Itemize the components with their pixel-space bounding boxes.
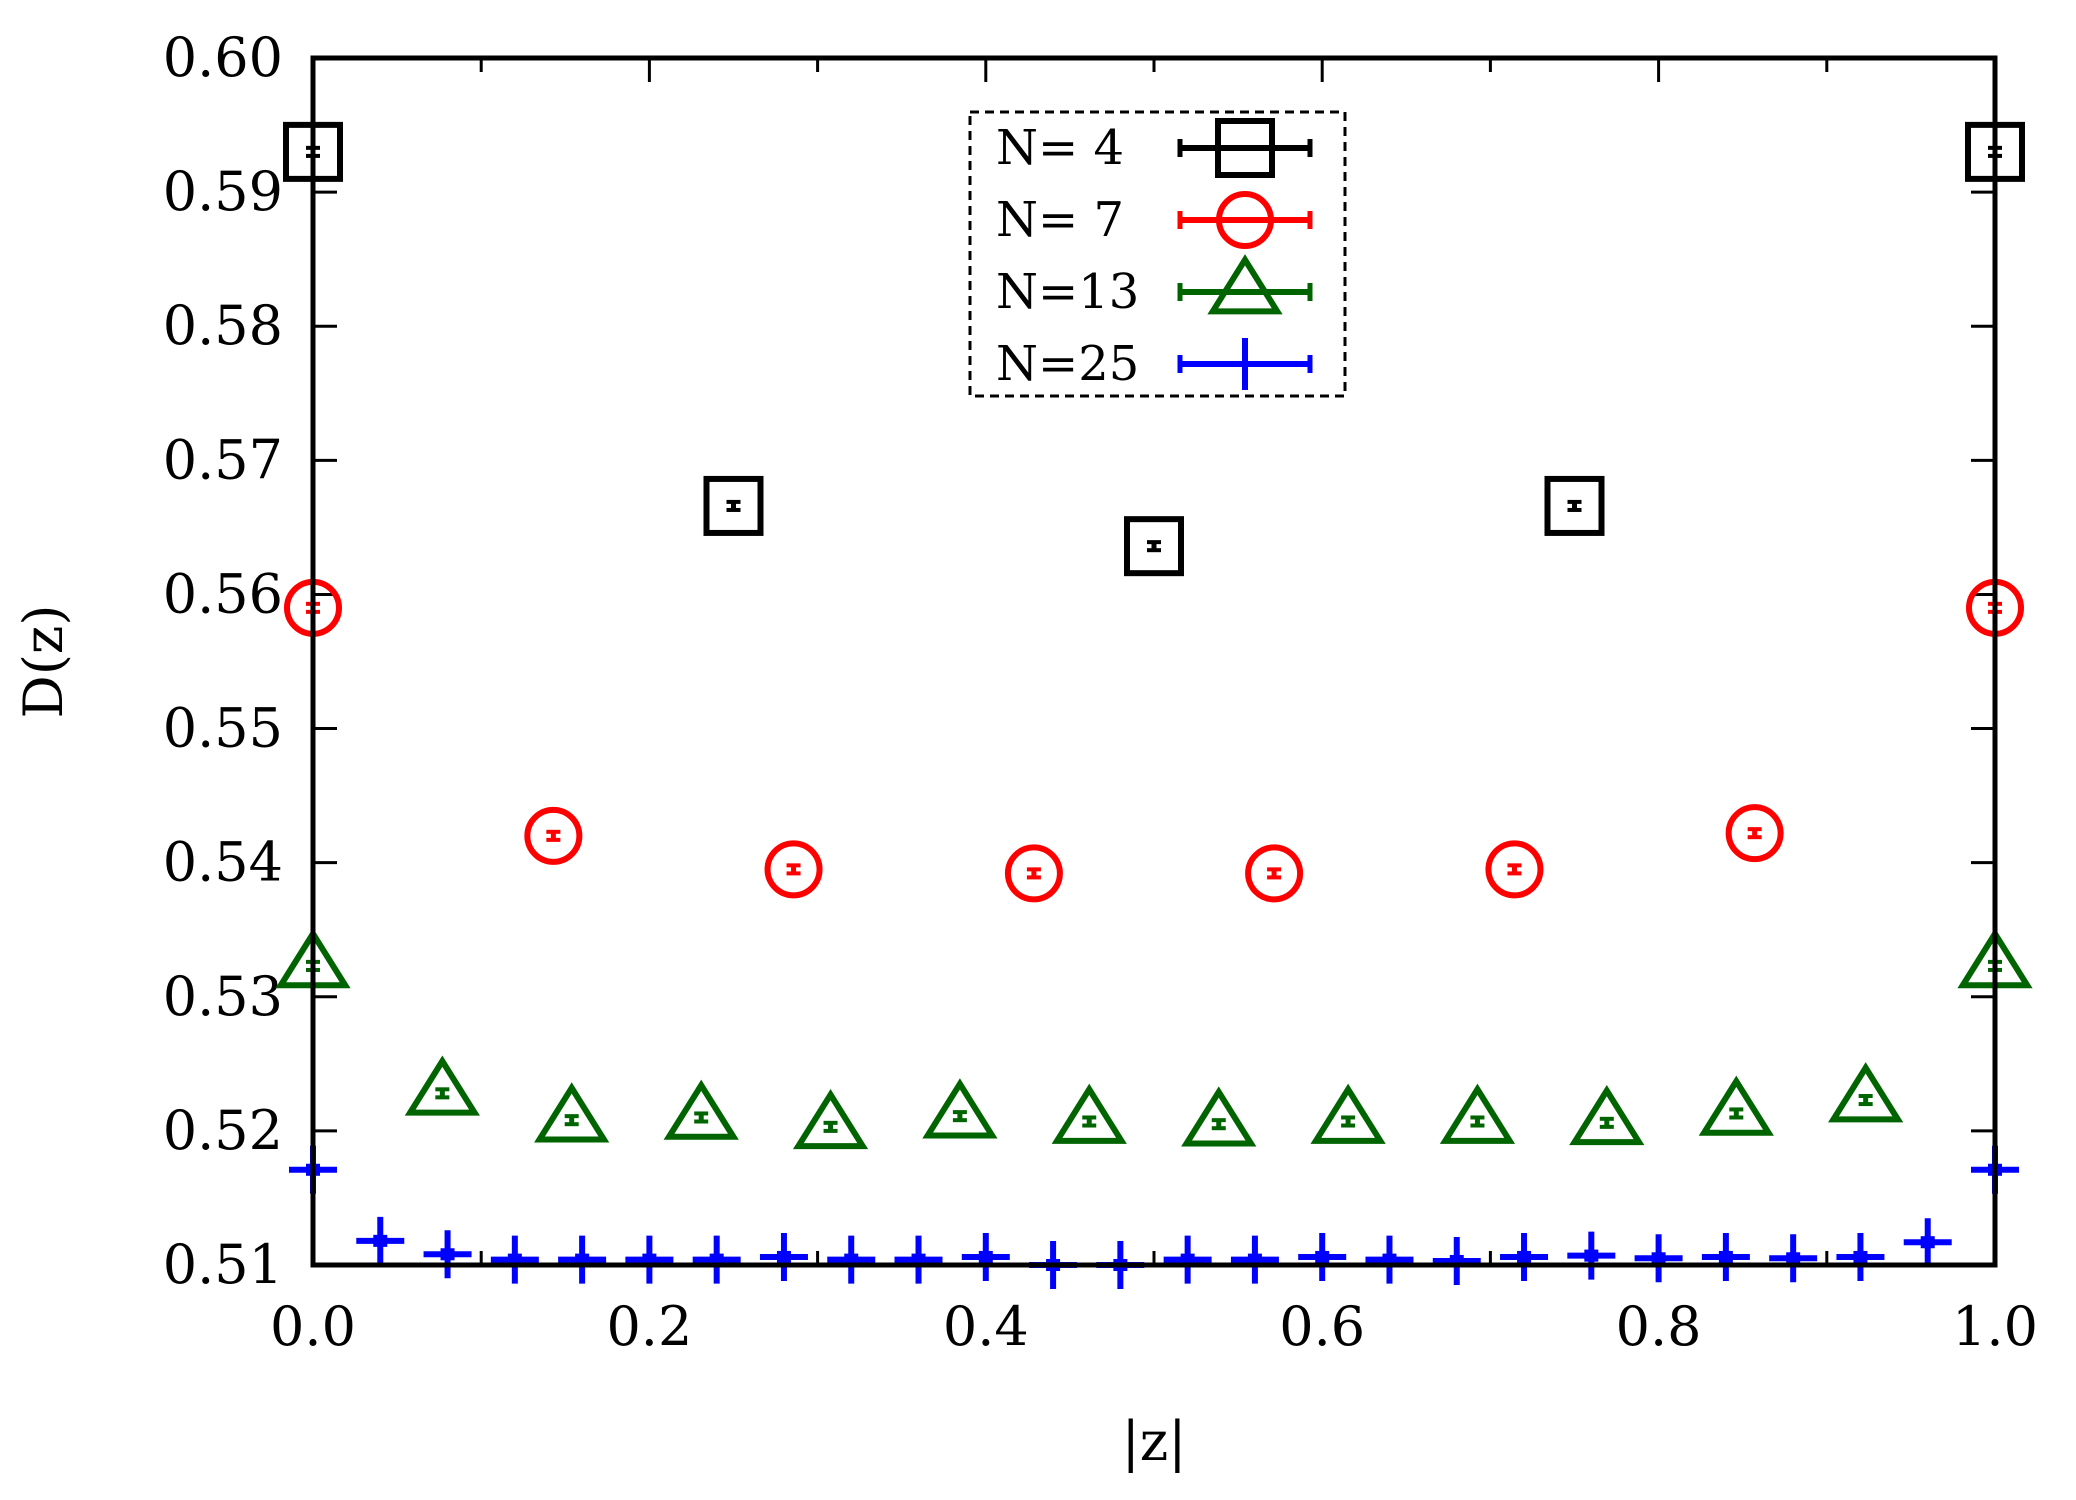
y-tick-label: 0.57: [163, 428, 283, 491]
y-tick-label: 0.51: [163, 1233, 283, 1296]
data-point: [1725, 804, 1784, 863]
data-point: [1500, 1232, 1549, 1281]
y-tick-label: 0.53: [163, 965, 283, 1028]
data-point: [1485, 840, 1544, 899]
x-tick-label: 0.2: [606, 1295, 692, 1358]
y-axis-label: D(z): [12, 605, 75, 719]
data-point: [1051, 1083, 1127, 1144]
data-point: [1569, 1084, 1645, 1146]
x-axis-label: |z|: [1122, 1410, 1187, 1473]
y-tick-label: 0.58: [163, 294, 283, 357]
legend-entry: N=13: [996, 254, 1313, 320]
legend-label: N=13: [996, 264, 1139, 320]
data-point: [534, 1082, 610, 1143]
data-point: [524, 806, 583, 865]
data-point: [827, 1235, 876, 1284]
legend-marker: [1221, 338, 1269, 390]
legend-box: [968, 110, 1347, 398]
legend-label: N= 7: [996, 192, 1124, 248]
y-tick-label: 0.54: [163, 831, 283, 894]
data-point: [792, 1089, 869, 1150]
data-point: [625, 1235, 674, 1284]
x-tick-label: 0.4: [943, 1295, 1029, 1358]
legend: N= 4 N= 7 N=13 N=25: [968, 110, 1347, 398]
data-point: [1903, 1218, 1952, 1267]
data-point: [703, 475, 764, 536]
data-point: [1245, 844, 1304, 903]
data-point: [1567, 1231, 1616, 1280]
legend-entry: N= 7: [996, 191, 1313, 249]
data-point: [663, 1079, 739, 1140]
data-point: [894, 1235, 943, 1284]
x-tick-label: 0.0: [270, 1295, 356, 1358]
data-point: [1163, 1235, 1212, 1284]
legend-marker: [1207, 254, 1283, 315]
data-point: [1828, 1062, 1904, 1123]
y-tick-label: 0.55: [163, 697, 283, 760]
y-tick-label: 0.59: [163, 160, 283, 223]
data-point: [1365, 1235, 1414, 1284]
data-point: [1310, 1083, 1386, 1144]
data-point: [1701, 1232, 1750, 1281]
legend-label: N= 4: [996, 120, 1124, 176]
data-point: [1769, 1234, 1818, 1283]
data-point: [759, 1232, 808, 1281]
series-n13: [275, 928, 2033, 1150]
tick-labels-layer: 0.0 0.2 0.4 0.6 0.8 1.0 0.51 0.52 0.53 0.54 0.55 0.…: [163, 26, 2038, 1358]
data-point: [1004, 844, 1063, 903]
data-point: [490, 1235, 539, 1284]
series-n25: [289, 1145, 2019, 1289]
plot-frame: [310, 55, 1998, 1268]
x-tick-label: 1.0: [1952, 1295, 2038, 1358]
data-point: [1181, 1086, 1257, 1147]
y-tick-label: 0.56: [163, 562, 283, 625]
data-point: [1544, 475, 1605, 536]
x-tick-label: 0.8: [1616, 1295, 1702, 1358]
data-point: [404, 1055, 480, 1116]
data-point: [1230, 1235, 1279, 1284]
data-point: [1634, 1234, 1683, 1283]
data-point: [1698, 1075, 1774, 1136]
legend-entry: N= 4: [996, 118, 1313, 178]
legend-marker: [1216, 191, 1274, 249]
series-n7: [284, 578, 2024, 903]
data-point: [1439, 1083, 1516, 1144]
data-point: [356, 1216, 405, 1265]
y-tick-label: 0.52: [163, 1099, 283, 1162]
data-point: [1432, 1236, 1481, 1285]
data-point: [961, 1232, 1010, 1281]
y-tick-label: 0.60: [163, 26, 283, 89]
x-tick-label: 0.6: [1279, 1295, 1365, 1358]
legend-entry: N=25: [996, 336, 1313, 392]
data-point: [1298, 1232, 1347, 1281]
legend-marker: [1215, 118, 1275, 178]
data-point: [764, 840, 823, 899]
legend-label: N=25: [996, 336, 1139, 392]
data-point: [922, 1078, 998, 1139]
data-point: [1836, 1232, 1885, 1281]
data-layer: [275, 121, 2033, 1289]
data-point: [1124, 516, 1184, 577]
data-point: [558, 1235, 607, 1284]
data-point: [423, 1230, 472, 1279]
data-point: [692, 1235, 741, 1284]
